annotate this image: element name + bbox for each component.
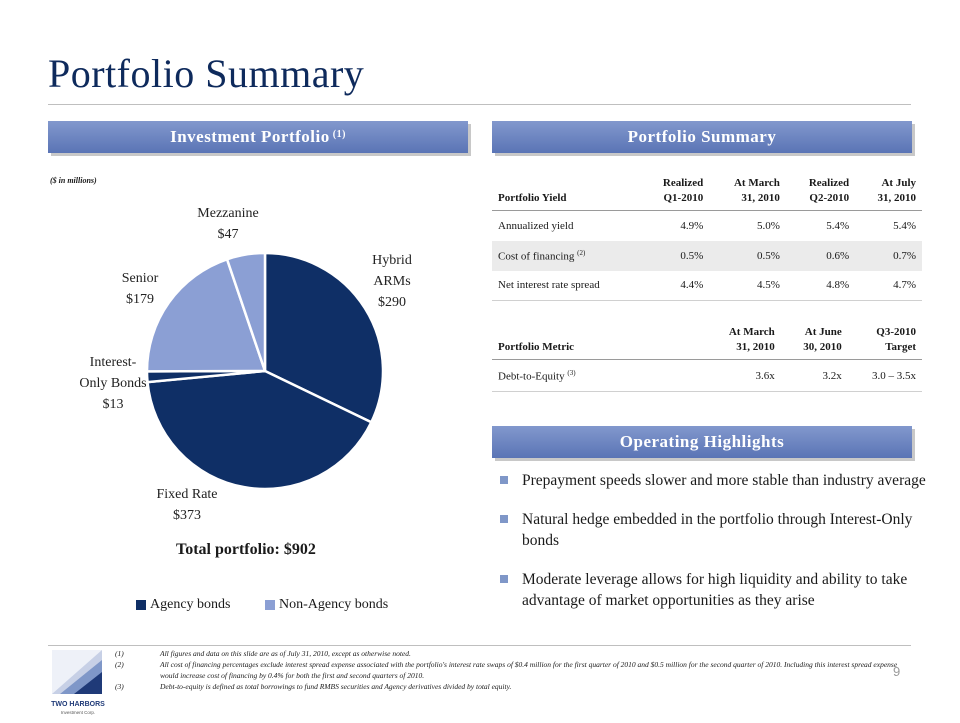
pie-label-hybrid-line2: ARMs bbox=[373, 274, 411, 289]
operating-highlights-header: Operating Highlights bbox=[492, 426, 912, 458]
table-cell: 0.5% bbox=[756, 249, 780, 262]
portfolio-summary-header: Portfolio Summary bbox=[492, 121, 912, 153]
pie-label-io-line1: Interest- bbox=[89, 355, 137, 370]
page-number: 9 bbox=[893, 664, 901, 679]
row-label: Cost of financing (2) bbox=[498, 248, 586, 263]
legend-non-agency: Non-Agency bonds bbox=[265, 597, 388, 613]
metric-table: Portfolio Metric At March 31, 2010 At Jun… bbox=[492, 325, 922, 392]
pie-label-io-line2: Only Bonds bbox=[79, 376, 147, 391]
pie-label-hybrid-arms: Hybrid ARMs $290 bbox=[366, 250, 418, 313]
footnote: (2) All cost of financing percentages exc… bbox=[115, 660, 898, 680]
total-portfolio: Total portfolio: $902 bbox=[176, 541, 316, 558]
yield-col-label: Portfolio Yield bbox=[498, 192, 567, 204]
title-divider bbox=[48, 104, 911, 105]
table-row: Net interest rate spread 4.4% 4.5% 4.8% … bbox=[492, 271, 922, 301]
list-item: Moderate leverage allows for high liquid… bbox=[498, 569, 928, 611]
row-label: Annualized yield bbox=[498, 219, 574, 232]
legend-agency: Agency bonds bbox=[136, 597, 231, 613]
table-cell: 4.7% bbox=[893, 279, 916, 292]
legend-non-agency-label: Non-Agency bonds bbox=[279, 597, 389, 612]
table-cell: 3.6x bbox=[755, 369, 775, 382]
table-row: Annualized yield 4.9% 5.0% 5.4% 5.4% bbox=[492, 210, 922, 241]
table-cell: 5.0% bbox=[756, 219, 780, 232]
pie-label-fixed-name: Fixed Rate bbox=[156, 487, 218, 502]
pie-label-hybrid-line1: Hybrid bbox=[372, 253, 412, 268]
row-label: Debt-to-Equity (3) bbox=[498, 368, 576, 383]
legend-agency-swatch bbox=[136, 600, 146, 610]
row-label: Net interest rate spread bbox=[498, 279, 600, 292]
investment-portfolio-header-text: Investment Portfolio bbox=[170, 127, 330, 146]
metric-table-header: Portfolio Metric At March 31, 2010 At Jun… bbox=[492, 325, 922, 360]
table-cell: 5.4% bbox=[893, 219, 916, 232]
pie-label-mezzanine: Mezzanine $47 bbox=[192, 203, 264, 245]
table-cell: 0.5% bbox=[680, 249, 704, 262]
metric-col-jun: At June 30, 2010 bbox=[803, 326, 842, 353]
bullet-square-icon bbox=[500, 515, 508, 523]
footer-divider bbox=[48, 645, 911, 646]
table-cell: 0.7% bbox=[893, 249, 916, 262]
table-cell: 4.5% bbox=[756, 279, 780, 292]
table-cell: 3.2x bbox=[822, 369, 842, 382]
investment-portfolio-header: Investment Portfolio (1) bbox=[48, 121, 468, 153]
portfolio-summary-header-text: Portfolio Summary bbox=[627, 127, 777, 146]
table-cell: 0.6% bbox=[826, 249, 850, 262]
pie-slice-fixed-rate bbox=[146, 369, 373, 491]
yield-table-header: Portfolio Yield Realized Q1-2010 At March… bbox=[492, 176, 922, 211]
yield-col-q2: Realized Q2-2010 bbox=[808, 177, 850, 204]
pie-label-io-value: $13 bbox=[102, 397, 124, 412]
pie-label-fixed-value: $373 bbox=[173, 508, 201, 523]
table-cell: 4.4% bbox=[680, 279, 704, 292]
yield-col-jul: At July 31, 2010 bbox=[877, 177, 917, 204]
footnotes: (1) All figures and data on this slide ar… bbox=[115, 648, 905, 692]
pie-slice-mezzanine bbox=[225, 251, 267, 372]
svg-text:Investment Corp.: Investment Corp. bbox=[61, 710, 95, 715]
header-footnote-marker: (1) bbox=[332, 128, 346, 140]
yield-table: Portfolio Yield Realized Q1-2010 At March… bbox=[492, 176, 922, 301]
unit-note: ($ in millions) bbox=[50, 176, 97, 185]
bullet-square-icon bbox=[500, 575, 508, 583]
metric-col-label: Portfolio Metric bbox=[498, 341, 575, 353]
table-row: Cost of financing (2) 0.5% 0.5% 0.6% 0.7… bbox=[492, 240, 922, 271]
bullet-square-icon bbox=[500, 476, 508, 484]
list-item: Natural hedge embedded in the portfolio … bbox=[498, 509, 928, 551]
operating-highlights-header-text: Operating Highlights bbox=[619, 432, 785, 451]
svg-text:TWO HARBORS: TWO HARBORS bbox=[51, 701, 105, 708]
yield-col-mar: At March 31, 2010 bbox=[733, 177, 780, 204]
highlights-list: Prepayment speeds slower and more stable… bbox=[498, 470, 928, 629]
list-item: Prepayment speeds slower and more stable… bbox=[498, 470, 928, 491]
metric-col-target: Q3-2010 Target bbox=[876, 326, 916, 353]
pie-label-senior: Senior $179 bbox=[114, 268, 166, 310]
table-row: Debt-to-Equity (3) 3.6x 3.2x 3.0 – 3.5x bbox=[492, 359, 922, 392]
legend-agency-label: Agency bonds bbox=[150, 597, 231, 612]
pie-label-mezzanine-value: $47 bbox=[217, 227, 239, 242]
pie-label-hybrid-value: $290 bbox=[378, 295, 406, 310]
pie-label-mezzanine-name: Mezzanine bbox=[197, 206, 259, 221]
footnote: (3) Debt-to-equity is defined as total bo… bbox=[115, 682, 512, 691]
metric-col-mar: At March 31, 2010 bbox=[728, 326, 775, 353]
company-logo: TWO HARBORS Investment Corp. bbox=[46, 648, 110, 718]
pie-label-interest-only: Interest- Only Bonds $13 bbox=[78, 352, 148, 415]
legend-non-agency-swatch bbox=[265, 600, 275, 610]
pie-label-senior-value: $179 bbox=[126, 292, 154, 307]
pie-label-fixed-rate: Fixed Rate $373 bbox=[146, 484, 228, 526]
yield-col-q1: Realized Q1-2010 bbox=[662, 177, 704, 204]
table-cell: 3.0 – 3.5x bbox=[872, 369, 916, 382]
footnote: (1) All figures and data on this slide ar… bbox=[115, 649, 411, 658]
table-cell: 5.4% bbox=[826, 219, 850, 232]
table-cell: 4.8% bbox=[826, 279, 850, 292]
pie-slice-interest-only-bonds bbox=[145, 369, 266, 384]
pie-label-senior-name: Senior bbox=[121, 271, 159, 286]
page-title: Portfolio Summary bbox=[48, 51, 365, 96]
table-cell: 4.9% bbox=[680, 219, 704, 232]
